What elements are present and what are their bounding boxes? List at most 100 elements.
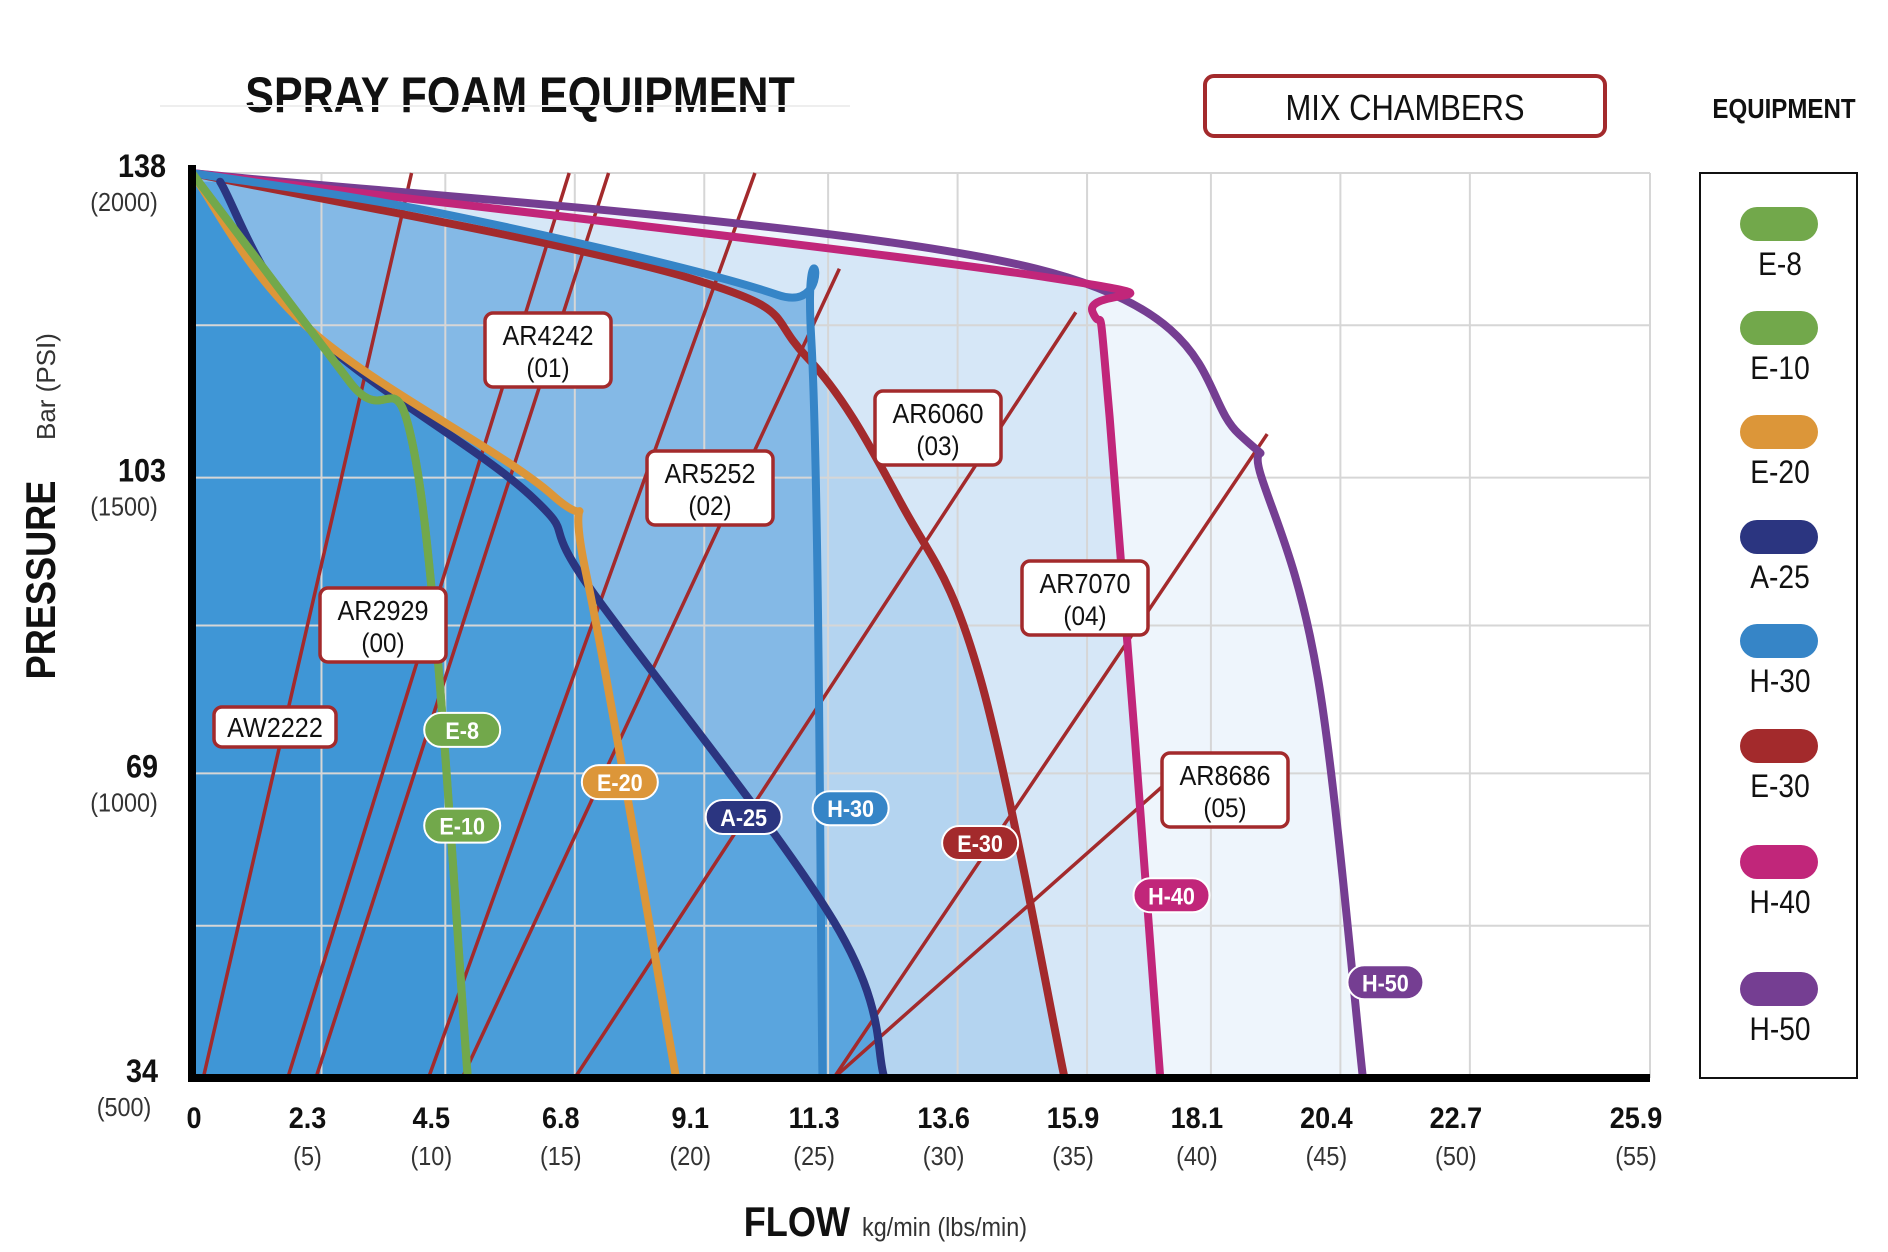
x-tick-label: 0: [186, 1102, 201, 1136]
y-tick-sublabel: (500): [97, 1094, 152, 1122]
legend-item-a-25: A-25: [1740, 520, 1818, 595]
x-tick-label: 2.3: [289, 1102, 327, 1136]
equipment-header: EQUIPMENT: [1712, 92, 1855, 124]
x-tick-label: 15.9: [1047, 1102, 1100, 1136]
series-tag-e-10: E-10: [423, 807, 502, 844]
series-tags: E-8 E-10 E-20 A-25 H-30 E-30 H-40 H-50: [423, 711, 1425, 1001]
legend-swatch: [1740, 415, 1818, 449]
legend-label: E-10: [1750, 351, 1809, 386]
mix-chamber-name: AR2929: [337, 595, 428, 627]
series-tag-pill: [941, 825, 1020, 862]
y-tick-label: 34: [126, 1054, 158, 1090]
legend-label: E-30: [1750, 769, 1809, 804]
legend-label: H-50: [1749, 1012, 1810, 1047]
mix-chamber-label-box: [318, 586, 448, 664]
x-tick-label: 11.3: [789, 1102, 840, 1136]
mix-chamber-label-ar7070: AR7070(04): [1020, 559, 1150, 637]
legend-label: H-30: [1749, 664, 1810, 699]
series-tag-pill: [1132, 877, 1211, 914]
y-axis-title: PRESSURE Bar (PSI): [19, 333, 65, 679]
y-tick-sublabel: (2000): [90, 189, 158, 217]
legend-item-h-40: H-40: [1740, 845, 1818, 920]
x-tick-label: 13.6: [917, 1102, 970, 1136]
y-tick-sublabel: (1000): [90, 789, 158, 817]
y-axis-label: PRESSURE: [19, 481, 65, 680]
envelope-fills: [192, 173, 1363, 1079]
mix-chamber-name: AR5252: [664, 458, 755, 490]
mix-chamber-label-ar4242: AR4242(01): [483, 311, 613, 389]
legend-swatch: [1740, 972, 1818, 1006]
legend-swatch: [1740, 729, 1818, 763]
mix-chamber-label-box: [645, 449, 775, 527]
legend-swatch: [1740, 207, 1818, 241]
mix-chamber-label-box: [212, 705, 338, 749]
series-tag-pill: [423, 807, 502, 844]
y-tick-label: 138: [118, 149, 166, 185]
mix-chamber-label-ar2929: AR2929(00): [318, 586, 448, 664]
equipment-curves: [188, 169, 1367, 1082]
x-axis-label: FLOW: [744, 1200, 850, 1246]
series-tag-e-20: E-20: [580, 764, 659, 801]
mix-chamber-label-ar8686: AR8686(05): [1160, 751, 1290, 829]
series-curve-h-50: [188, 169, 1367, 1082]
y-tick-labels: 138 (2000) 103 (1500) 69 (1000) 34 (500): [90, 149, 166, 1123]
mix-chamber-code: (02): [688, 492, 731, 521]
legend-item-e-10: E-10: [1740, 311, 1818, 386]
x-tick-sublabel: (40): [1176, 1143, 1218, 1171]
mix-chamber-name: AR8686: [1179, 760, 1270, 792]
x-tick-sublabel: (50): [1435, 1143, 1477, 1171]
mix-chamber-label-aw2222: AW2222: [212, 705, 338, 749]
series-tag-label: E-8: [445, 717, 479, 744]
mix-chamber-label-box: [483, 311, 613, 389]
series-tag-pill: [1346, 964, 1425, 1001]
legend-item-e-30: E-30: [1740, 729, 1818, 804]
mix-chamber-code: (05): [1203, 794, 1246, 823]
series-tag-label: A-25: [720, 804, 767, 831]
series-tag-pill: [580, 764, 659, 801]
chart-title: SPRAY FOAM EQUIPMENT: [245, 67, 794, 123]
mix-chamber-label-ar6060: AR6060(03): [873, 389, 1003, 467]
legend-item-e-20: E-20: [1740, 415, 1818, 490]
series-tag-pill: [811, 790, 890, 827]
series-curve-e-8: [188, 169, 472, 1082]
legend-label: H-40: [1749, 885, 1810, 920]
mix-chamber-label-box: [873, 389, 1003, 467]
x-tick-label: 6.8: [542, 1102, 580, 1136]
series-curve-e-20: [188, 169, 681, 1082]
mix-chamber-name: AR6060: [892, 398, 983, 430]
mix-chambers-header-box: [1203, 74, 1607, 138]
series-curve-e-30: [188, 169, 1069, 1082]
x-tick-label: 9.1: [672, 1102, 710, 1136]
legend-swatch: [1740, 311, 1818, 345]
series-tag-label: E-20: [597, 769, 643, 796]
legend-item-h-50: H-50: [1740, 972, 1818, 1047]
mix-chamber-name: AW2222: [227, 712, 323, 744]
x-tick-sublabel: (55): [1615, 1143, 1657, 1171]
y-tick-label: 103: [118, 453, 166, 489]
mix-chamber-code: (03): [916, 432, 959, 461]
series-tag-label: H-40: [1148, 882, 1195, 909]
mix-chamber-code: (04): [1063, 602, 1106, 631]
legend-swatch: [1740, 624, 1818, 658]
series-tag-label: H-50: [1362, 969, 1409, 996]
mix-chamber-label-box: [1160, 751, 1290, 829]
x-tick-sublabel: (25): [793, 1143, 835, 1171]
legend-swatch: [1740, 520, 1818, 554]
x-tick-label: 18.1: [1171, 1102, 1224, 1136]
x-tick-sublabel: (5): [293, 1143, 322, 1171]
series-tag-pill: [423, 711, 502, 748]
x-tick-sublabel: (20): [669, 1143, 711, 1171]
y-axis-unit: Bar (PSI): [31, 333, 61, 440]
mix-chamber-code: (01): [526, 354, 569, 383]
x-tick-sublabel: (45): [1306, 1143, 1348, 1171]
legend-item-e-8: E-8: [1740, 207, 1818, 282]
mix-chamber-line: [832, 772, 1179, 1080]
legend-label: E-20: [1750, 455, 1809, 490]
series-curve-h-30: [188, 169, 827, 1082]
mix-chamber-name: AR4242: [502, 320, 593, 352]
series-tag-label: E-10: [439, 813, 485, 840]
legend-item-h-30: H-30: [1740, 624, 1818, 699]
legend-label: E-8: [1758, 247, 1802, 282]
x-tick-sublabel: (15): [540, 1143, 582, 1171]
